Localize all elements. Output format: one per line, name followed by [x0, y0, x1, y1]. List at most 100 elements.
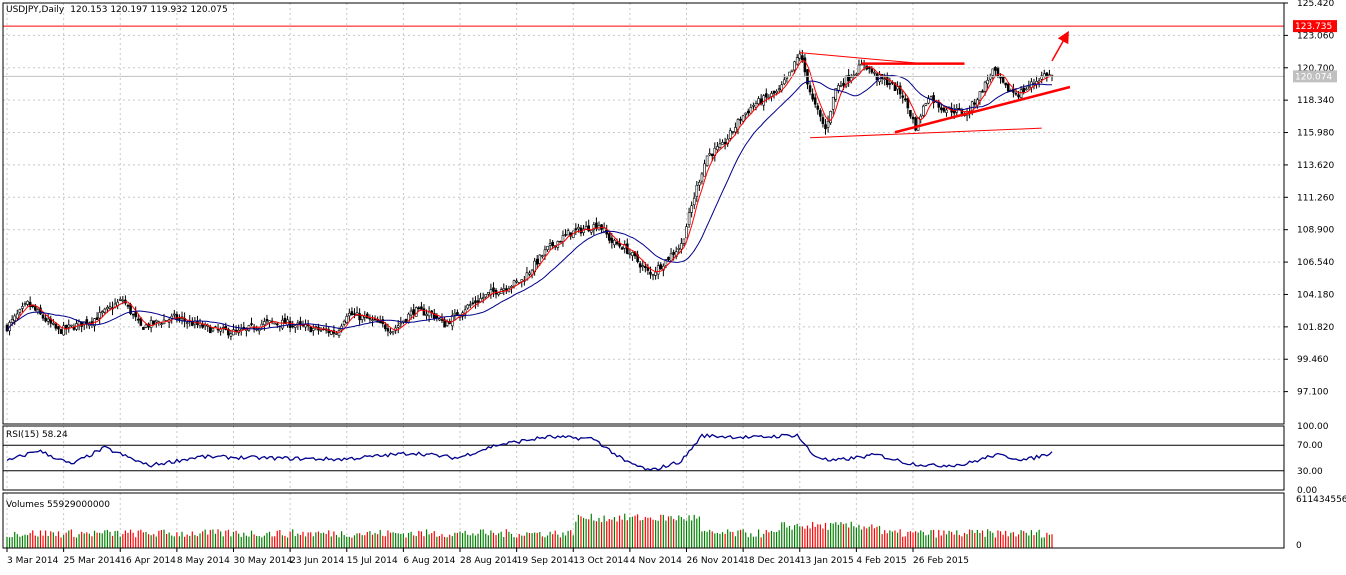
last-price-tag: [1293, 70, 1337, 83]
candle-body: [656, 265, 660, 275]
candle-body: [229, 333, 233, 337]
candle-body: [348, 312, 351, 317]
candle-body: [669, 253, 673, 262]
rsi-tick-label: 30.00: [1297, 467, 1323, 477]
candle-body: [710, 153, 714, 157]
volume-tick-label: 6114345567: [1296, 495, 1346, 505]
candle-body: [826, 121, 830, 128]
candle-body: [692, 197, 696, 206]
candle-body: [981, 90, 984, 93]
candle-body: [144, 324, 148, 328]
candle-body: [18, 309, 22, 313]
time-tick-label: 16 Apr 2014: [120, 556, 176, 566]
candle-body: [505, 288, 508, 291]
candle-body: [118, 299, 122, 301]
candle-body: [543, 249, 547, 256]
candle-body: [427, 311, 431, 317]
candle-body: [677, 248, 681, 250]
candle-body: [386, 328, 390, 332]
candle-body: [484, 294, 488, 298]
candle-body: [695, 185, 699, 197]
time-tick-label: 23 Jun 2014: [290, 556, 344, 566]
candle-body: [847, 74, 850, 82]
candle-body: [152, 320, 156, 325]
time-tick-label: 4 Nov 2014: [630, 556, 682, 566]
candle-body: [106, 307, 109, 310]
resistance-level-label: 123.735: [1295, 22, 1332, 32]
volumes-panel: [6, 513, 1053, 548]
candle-body: [857, 64, 861, 74]
rsi-title: RSI(15) 58.24: [6, 430, 68, 440]
candle-body: [983, 81, 987, 92]
candle-body: [497, 292, 500, 295]
candle-body: [528, 272, 531, 275]
candle-body: [757, 98, 760, 105]
candle-body: [664, 259, 668, 266]
candle-body: [471, 302, 475, 305]
candle-body: [819, 110, 822, 117]
candle-body: [353, 313, 356, 315]
rsi-tick-label: 70.00: [1297, 441, 1323, 451]
candle-body: [34, 306, 37, 311]
candle-body: [834, 88, 838, 100]
resistance-level-tag: [1293, 20, 1337, 33]
candle-body: [873, 72, 876, 74]
candle-body: [492, 287, 495, 292]
candle-body: [958, 108, 961, 110]
candle-body: [731, 131, 735, 133]
time-tick-label: 6 Aug 2014: [403, 556, 455, 566]
candle-body: [1024, 88, 1028, 91]
price-tick-label: 118.340: [1297, 96, 1334, 106]
candle-body: [839, 85, 843, 87]
candle-body: [893, 82, 897, 92]
candle-body: [72, 327, 76, 330]
time-tick-label: 4 Feb 2015: [856, 556, 906, 566]
candle-body: [718, 143, 722, 149]
candle-body: [723, 142, 727, 145]
trendline: [799, 52, 924, 65]
candle-body: [739, 118, 742, 121]
candle-body: [41, 314, 45, 319]
candle-body: [487, 292, 490, 295]
candle-body: [173, 313, 176, 316]
candle-body: [783, 79, 786, 85]
candle-body: [589, 230, 593, 233]
candle-body: [824, 124, 827, 130]
panel-frame: [2, 2, 1285, 425]
candle-body: [801, 55, 804, 61]
candle-body: [342, 320, 346, 325]
candle-body: [469, 304, 472, 306]
candle-body: [667, 256, 670, 261]
candle-body: [682, 238, 686, 244]
candle-body: [911, 116, 915, 120]
candle-body: [937, 101, 941, 108]
time-tick-label: 13 Oct 2014: [573, 556, 629, 566]
candle-body: [551, 241, 554, 247]
candle-body: [100, 311, 104, 314]
candle-body: [610, 237, 614, 243]
candle-body: [790, 69, 794, 72]
candle-body: [708, 153, 711, 156]
candle-body: [806, 69, 809, 85]
candle-body: [77, 321, 81, 326]
candle-body: [59, 329, 63, 334]
candle-body: [201, 324, 204, 328]
time-tick-label: 13 Jan 2015: [800, 556, 854, 566]
time-tick-label: 18 Dec 2014: [743, 556, 801, 566]
candle-body: [67, 324, 71, 328]
candle-body: [1004, 82, 1007, 86]
candle-body: [898, 85, 902, 95]
candle-body: [816, 105, 820, 110]
candle-body: [978, 91, 982, 101]
candle-body: [649, 271, 652, 275]
candle-body: [651, 274, 655, 277]
candle-body: [631, 252, 634, 256]
candle-body: [378, 321, 382, 323]
candle-body: [605, 230, 609, 235]
candle-body: [875, 73, 879, 81]
candle-body: [502, 288, 506, 291]
candle-body: [311, 328, 315, 331]
candle-body: [734, 127, 737, 133]
candle-body: [54, 323, 58, 329]
